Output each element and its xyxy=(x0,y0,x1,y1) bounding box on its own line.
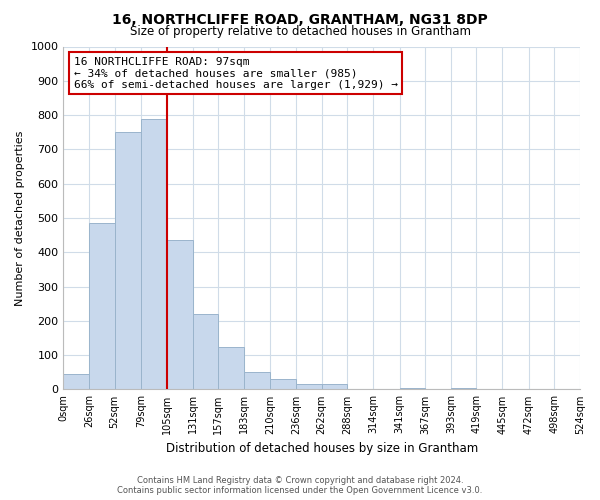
Bar xyxy=(400,388,425,390)
Text: Contains HM Land Registry data © Crown copyright and database right 2024.
Contai: Contains HM Land Registry data © Crown c… xyxy=(118,476,482,495)
Bar xyxy=(115,132,141,390)
Bar xyxy=(296,384,322,390)
X-axis label: Distribution of detached houses by size in Grantham: Distribution of detached houses by size … xyxy=(166,442,478,455)
Bar xyxy=(89,223,115,390)
Bar xyxy=(141,118,167,390)
Text: 16, NORTHCLIFFE ROAD, GRANTHAM, NG31 8DP: 16, NORTHCLIFFE ROAD, GRANTHAM, NG31 8DP xyxy=(112,12,488,26)
Text: 16 NORTHCLIFFE ROAD: 97sqm
← 34% of detached houses are smaller (985)
66% of sem: 16 NORTHCLIFFE ROAD: 97sqm ← 34% of deta… xyxy=(74,57,398,90)
Bar xyxy=(218,346,244,390)
Bar xyxy=(167,240,193,390)
Bar xyxy=(193,314,218,390)
Bar xyxy=(271,379,296,390)
Text: Size of property relative to detached houses in Grantham: Size of property relative to detached ho… xyxy=(130,25,470,38)
Bar xyxy=(64,374,89,390)
Bar xyxy=(244,372,271,390)
Bar xyxy=(322,384,347,390)
Bar xyxy=(451,388,476,390)
Y-axis label: Number of detached properties: Number of detached properties xyxy=(15,130,25,306)
